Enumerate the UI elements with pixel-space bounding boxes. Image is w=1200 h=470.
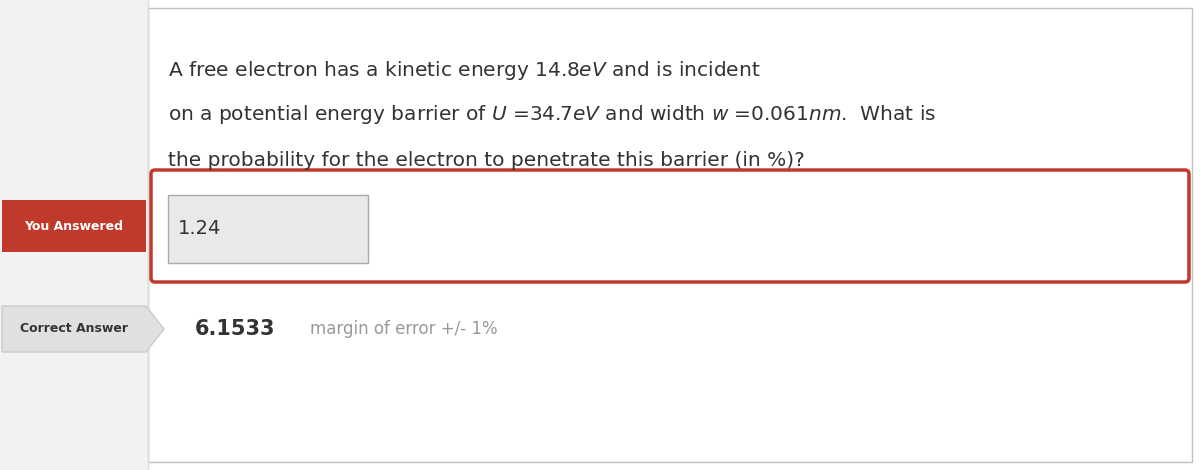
FancyBboxPatch shape <box>2 200 146 252</box>
Polygon shape <box>0 0 148 470</box>
FancyBboxPatch shape <box>151 170 1189 282</box>
Text: margin of error +/- 1%: margin of error +/- 1% <box>310 320 498 338</box>
FancyBboxPatch shape <box>148 8 1192 462</box>
Text: 1.24: 1.24 <box>178 219 221 238</box>
Text: Correct Answer: Correct Answer <box>20 322 128 336</box>
Text: on a potential energy barrier of $U$ =34.7$eV$ and width $w$ =0.061$nm$.  What i: on a potential energy barrier of $U$ =34… <box>168 103 936 126</box>
Text: You Answered: You Answered <box>24 219 124 233</box>
Text: the probability for the electron to penetrate this barrier (in %)?: the probability for the electron to pene… <box>168 150 805 170</box>
Text: A free electron has a kinetic energy 14.8$eV$ and is incident: A free electron has a kinetic energy 14.… <box>168 58 761 81</box>
Text: 6.1533: 6.1533 <box>194 319 276 339</box>
FancyBboxPatch shape <box>168 195 368 263</box>
Polygon shape <box>2 306 164 352</box>
